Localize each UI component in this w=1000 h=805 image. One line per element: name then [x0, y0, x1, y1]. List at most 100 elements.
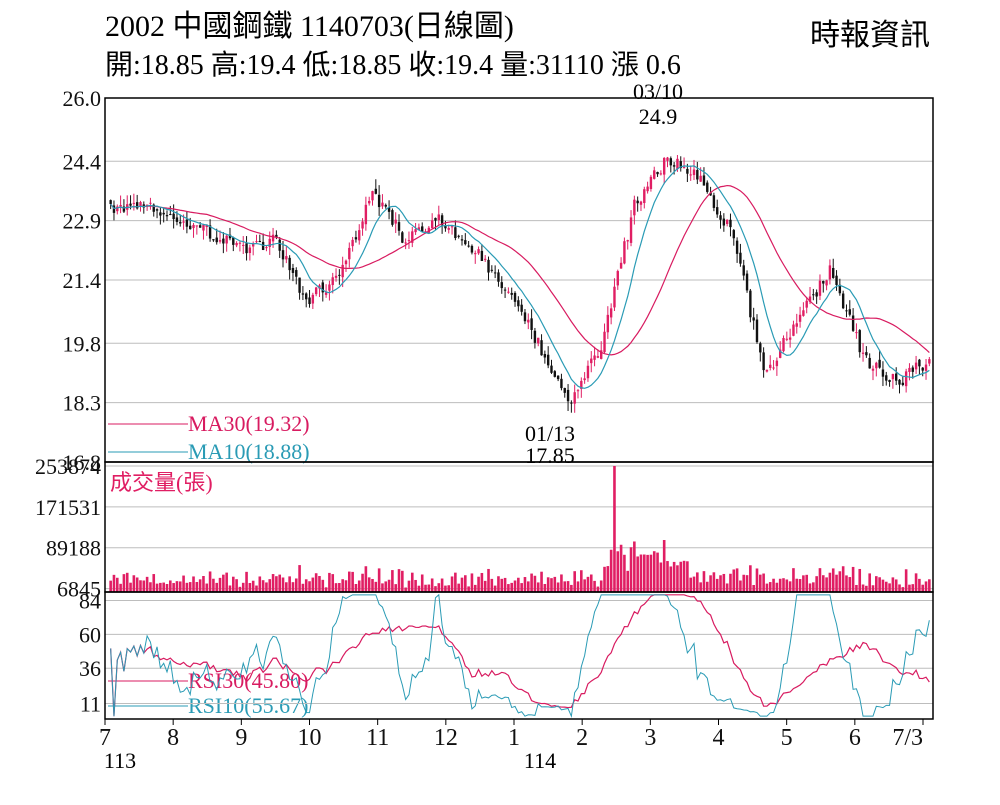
volume-bar [921, 584, 925, 592]
candle-body [258, 240, 262, 243]
volume-bar [881, 579, 885, 592]
candle-body [576, 390, 580, 392]
candle-body [228, 234, 232, 239]
candle-body [308, 297, 311, 305]
volume-bar [139, 580, 142, 592]
candle-body [762, 352, 765, 371]
volume-bar [288, 576, 291, 592]
candle-body [348, 247, 351, 260]
candle-body [474, 253, 477, 255]
candle-body [513, 292, 517, 302]
volume-bar [447, 585, 451, 592]
volume-bar [911, 584, 915, 592]
candle-body [367, 200, 371, 204]
candle-body [619, 262, 623, 269]
candle-body [560, 378, 563, 389]
volume-bar [238, 586, 242, 592]
volume-bar [639, 554, 643, 592]
volume-bar [430, 578, 434, 592]
panel-frame [104, 591, 934, 720]
candle-body [540, 340, 543, 356]
candle-body [417, 227, 421, 231]
candle-body [580, 380, 583, 389]
candle-body [609, 308, 613, 318]
volume-bar [271, 574, 275, 592]
candle-body [334, 275, 338, 278]
volume-bar [742, 574, 746, 592]
high-value-label: 24.9 [639, 104, 678, 129]
volume-bar [294, 578, 298, 592]
candle-body [321, 282, 324, 293]
candle-body [464, 240, 467, 245]
volume-bar [132, 575, 136, 592]
candle-body [271, 234, 275, 242]
candle-body [470, 245, 474, 253]
candle-body [434, 217, 437, 221]
volume-bar [580, 570, 583, 592]
volume-bar [705, 581, 709, 592]
volume-bar [304, 579, 308, 592]
candle-body [662, 157, 666, 175]
candle-body [162, 212, 165, 215]
volume-bar [878, 577, 881, 592]
volume-bar [265, 582, 268, 592]
candle-body [543, 353, 547, 358]
candle-body [911, 367, 914, 372]
volume-bar [642, 554, 646, 592]
volume-bar [391, 570, 394, 592]
candle-body [314, 287, 318, 295]
volume-bar [387, 579, 391, 592]
volume-bar [308, 581, 311, 592]
candle-body [782, 337, 785, 352]
volume-bar [208, 571, 212, 592]
price-y-tick-label: 19.8 [63, 331, 102, 356]
volume-bar [901, 587, 905, 592]
candle-body [722, 218, 726, 226]
candle-body [152, 204, 155, 212]
candle-body [928, 359, 931, 364]
candle-body [679, 161, 682, 169]
candle-body [845, 310, 848, 312]
volume-bar [865, 585, 868, 592]
candle-body [808, 296, 812, 302]
candle-body [669, 158, 673, 166]
volume-bar [679, 561, 683, 592]
volume-bar [765, 583, 769, 592]
rsi10-legend-name: RSI10 [188, 693, 244, 718]
candle-body [364, 204, 368, 225]
volume-bar [623, 554, 626, 592]
volume-bar [454, 572, 457, 592]
ma10-legend-name: MA10 [188, 439, 245, 464]
volume-bar [298, 565, 301, 592]
volume-bar [424, 584, 427, 592]
candle-body [354, 237, 358, 240]
candle-body [328, 284, 331, 291]
candle-body [165, 215, 169, 217]
candle-body [344, 260, 348, 265]
candle-body [666, 157, 669, 161]
volume-bar [357, 580, 361, 592]
candle-body [520, 304, 523, 312]
candle-body [828, 265, 832, 280]
candle-body [149, 202, 152, 204]
volume-bar [175, 581, 179, 592]
volume-bar [440, 578, 444, 592]
candle-body [742, 265, 745, 276]
volume-bar [805, 574, 809, 592]
volume-bar [914, 573, 918, 592]
price-y-tick-label: 26.0 [63, 86, 102, 111]
volume-bar [218, 577, 222, 592]
candle-body [401, 232, 404, 243]
volume-bar [169, 580, 172, 592]
volume-bar [281, 577, 285, 592]
candle-body [772, 367, 775, 369]
volume-bar [719, 575, 722, 592]
volume-bar [818, 568, 822, 592]
volume-bar [543, 583, 547, 592]
candle-body [404, 242, 407, 244]
candle-body [596, 356, 600, 358]
volume-bar [835, 574, 838, 592]
candle-body [477, 249, 480, 254]
price-y-tick-label: 21.4 [63, 268, 102, 293]
candle-body [487, 259, 490, 273]
